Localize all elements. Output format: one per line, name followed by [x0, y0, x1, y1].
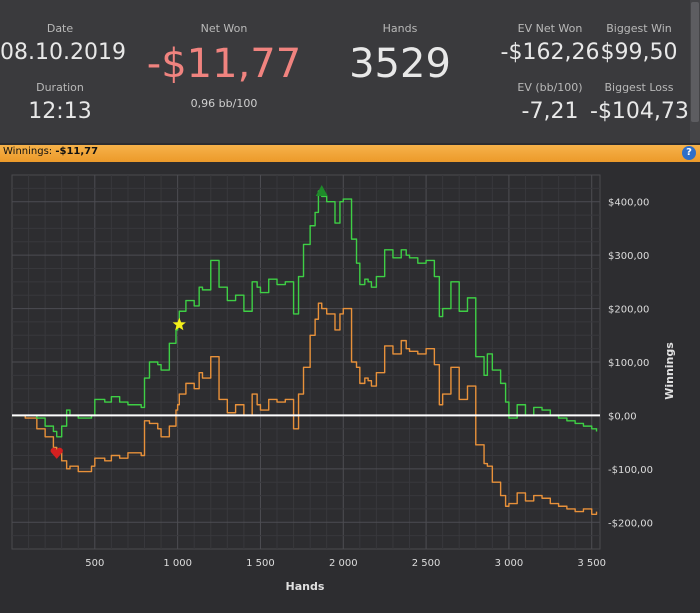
- biggest-loss-label: Biggest Loss: [604, 81, 674, 94]
- chart-series: [12, 190, 600, 515]
- y-tick-label: -$200,00: [608, 518, 653, 529]
- duration-value: 12:13: [28, 99, 92, 124]
- net-won-value: -$11,77: [146, 41, 302, 87]
- winnings-line: [12, 190, 598, 438]
- x-tick-label: 1 000: [163, 558, 192, 569]
- ev-bb100-label: EV (bb/100): [517, 81, 583, 94]
- ev-net-won-label: EV Net Won: [517, 22, 583, 35]
- x-tick-label: 3 000: [495, 558, 524, 569]
- x-tick-label: 2 000: [329, 558, 358, 569]
- date-label: Date: [46, 22, 74, 35]
- y-axis-label: Winnings: [663, 342, 676, 400]
- min-heart-icon: [50, 447, 63, 459]
- y-tick-label: -$100,00: [608, 465, 653, 476]
- biggest-win-value: $99,50: [600, 40, 678, 65]
- star-icon: [172, 317, 186, 331]
- net-won-label: Net Won: [200, 22, 248, 35]
- winnings-banner-value: -$11,77: [55, 146, 99, 157]
- max-triangle-icon: [315, 185, 328, 197]
- ev-net-won-value: -$162,26: [500, 40, 600, 65]
- winnings-chart: 500 1 000 1 500 2 000 2 500 3 000 3 500 $400,00…: [11, 174, 676, 593]
- x-tick-label: 1 500: [246, 558, 275, 569]
- x-tick-label: 3 500: [577, 558, 606, 569]
- y-tick-label: $200,00: [608, 305, 649, 316]
- stats-panel: Date 08.10.2019 Duration 12:13 Net Won -…: [0, 0, 700, 143]
- y-tick-label: $0,00: [608, 411, 637, 422]
- winnings-banner-label: Winnings:: [3, 146, 53, 157]
- y-tick-label: $300,00: [608, 251, 649, 262]
- date-value: 08.10.2019: [0, 40, 126, 65]
- duration-label: Duration: [36, 81, 84, 94]
- stats-scrollbar[interactable]: [690, 0, 700, 143]
- hands-label: Hands: [382, 22, 418, 35]
- chart-markers: [50, 185, 328, 459]
- biggest-win-label: Biggest Win: [606, 22, 672, 35]
- ev-bb100-value: -7,21: [521, 99, 579, 124]
- winnings-banner-text: Winnings: -$11,77: [3, 146, 98, 157]
- net-won-bb100: 0,96 bb/100: [190, 97, 258, 110]
- biggest-loss-value: -$104,73: [590, 99, 689, 124]
- x-axis-label: Hands: [286, 580, 325, 593]
- y-tick-label: $400,00: [608, 198, 649, 209]
- stats-scroll-thumb[interactable]: [691, 2, 699, 122]
- y-tick-label: $100,00: [608, 358, 649, 369]
- winnings-banner: Winnings: -$11,77 ?: [0, 145, 700, 162]
- ev-winnings-line: [12, 302, 598, 515]
- chart-ticks: 500 1 000 1 500 2 000 2 500 3 000 3 500 $400,00…: [85, 198, 653, 569]
- x-tick-label: 500: [85, 558, 104, 569]
- winnings-chart-area: 500 1 000 1 500 2 000 2 500 3 000 3 500 $400,00…: [0, 163, 700, 609]
- chart-grid: [11, 174, 601, 550]
- question-icon[interactable]: ?: [682, 146, 696, 160]
- x-tick-label: 2 500: [412, 558, 441, 569]
- hands-value: 3529: [349, 41, 451, 87]
